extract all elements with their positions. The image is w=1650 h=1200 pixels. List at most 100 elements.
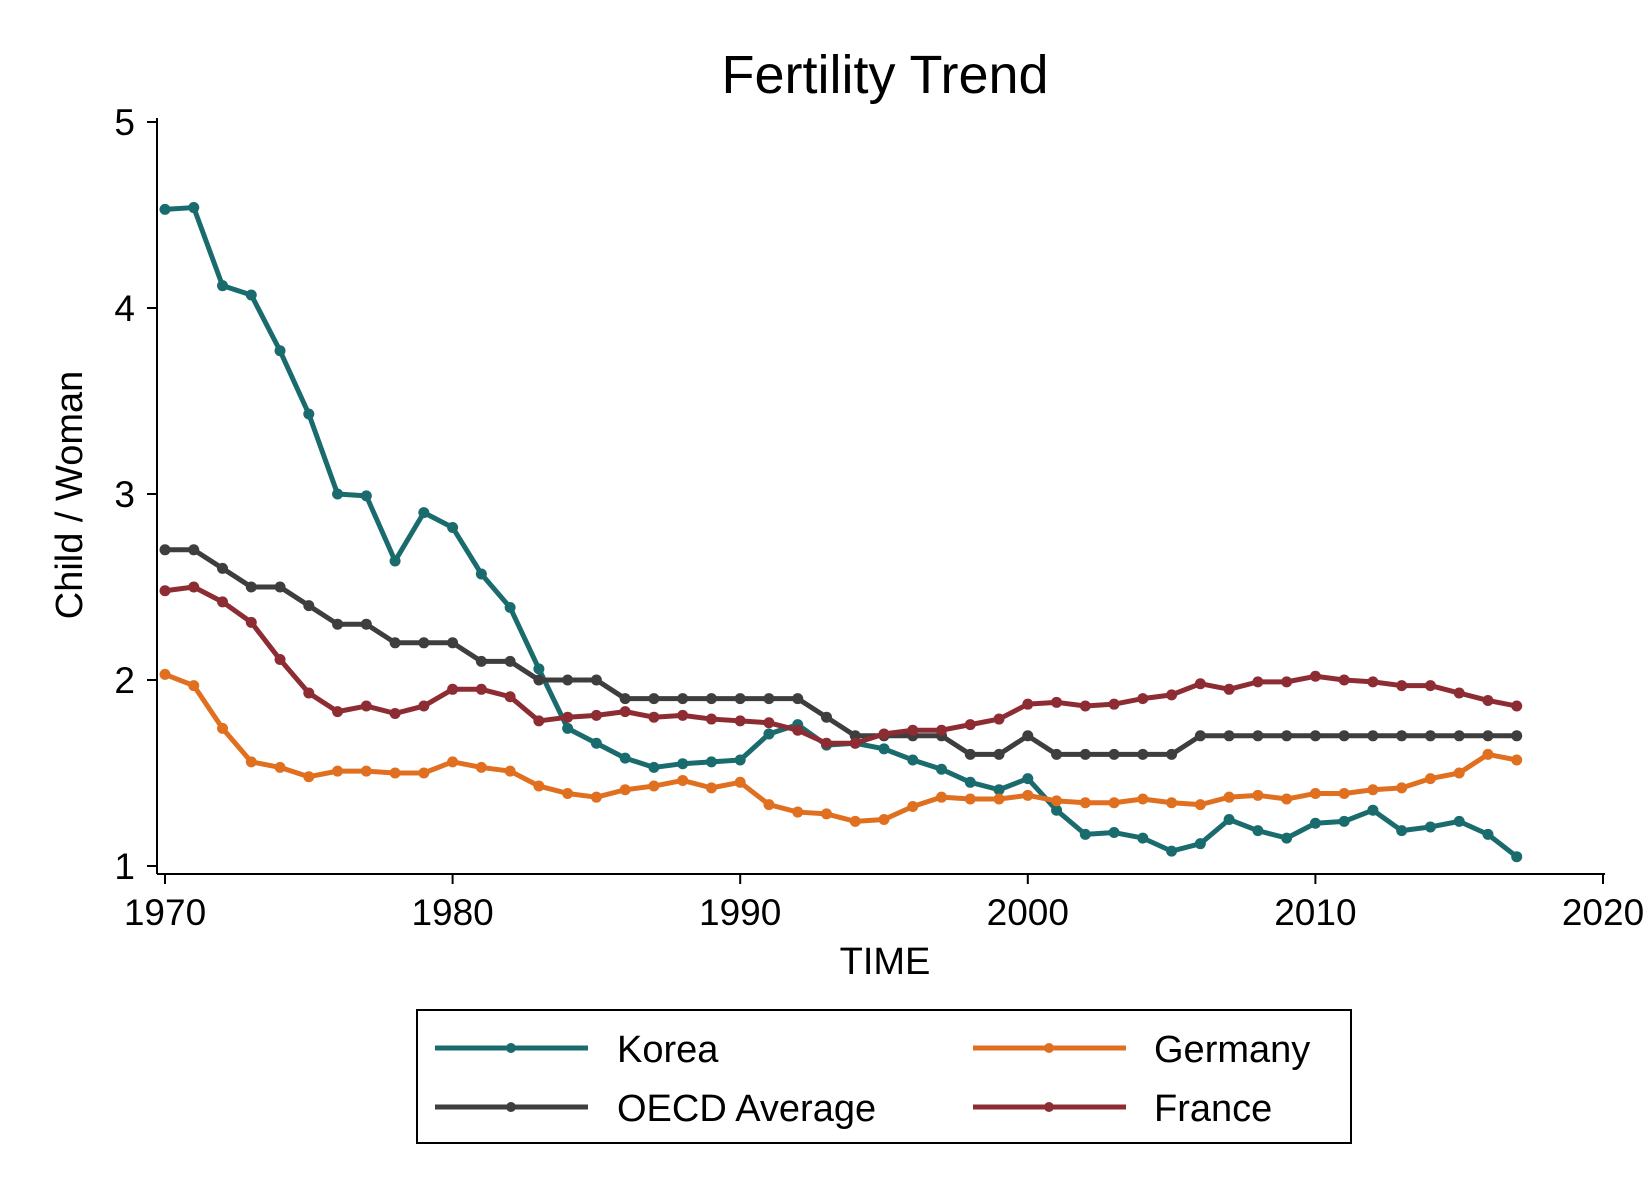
data-point-oecd-average [274,581,286,593]
data-point-oecd-average [1051,748,1063,760]
data-point-germany [792,806,804,818]
legend-label-germany: Germany [1154,1029,1310,1071]
data-point-korea [1223,814,1235,825]
data-point-germany [677,774,689,786]
data-point-france [1281,676,1293,688]
data-point-germany [447,756,459,768]
data-point-korea [1194,838,1206,850]
data-point-oecd-average [1281,730,1293,742]
legend-marker-germany [1044,1043,1054,1053]
data-point-germany [1223,791,1235,803]
data-point-oecd-average [389,637,401,649]
data-point-france [418,700,430,712]
y-tick-label: 5 [114,102,135,143]
data-point-germany [1194,799,1206,811]
data-point-france [447,683,459,695]
series-korea [159,202,1523,863]
chart-title: Fertility Trend [721,45,1048,105]
data-point-france [332,706,344,718]
data-point-oecd-average [1108,748,1120,760]
data-point-france [1453,687,1465,699]
data-point-germany [217,722,229,734]
data-point-korea [648,761,660,773]
data-point-france [590,709,602,721]
data-point-korea [1511,851,1523,863]
legend-marker-france [1044,1102,1054,1112]
data-point-korea [907,754,919,766]
x-tick-label: 2000 [987,892,1069,933]
data-point-germany [648,780,660,792]
data-point-oecd-average [993,748,1005,760]
plot-area: 1 2 3 4 5 1970 1980 1990 2000 2010 2020 [114,102,1644,933]
data-point-korea [619,752,631,764]
data-point-korea [1051,804,1063,816]
data-point-korea [332,488,344,500]
y-axis-title: Child / Woman [49,371,91,620]
data-point-korea [1367,804,1379,816]
data-point-france [677,709,689,721]
data-point-korea [217,280,229,292]
data-point-germany [1166,797,1178,809]
x-axis-title: TIME [840,941,931,983]
x-axis-ticks: 1970 1980 1990 2000 2010 2020 [124,874,1644,933]
data-point-korea [1338,815,1350,827]
y-tick-label: 4 [114,288,135,329]
data-point-korea [188,202,200,214]
data-point-korea [1166,845,1178,857]
data-point-korea [1108,827,1120,839]
data-point-oecd-average [1022,730,1034,742]
legend: Korea Germany OECD Average France [416,1009,1352,1144]
data-point-germany [734,776,746,788]
data-point-france [936,724,948,736]
data-point-france [1137,693,1149,705]
data-point-germany [1309,787,1321,799]
data-point-oecd-average [418,637,430,649]
data-point-france [245,616,257,628]
data-point-korea [1424,821,1436,833]
data-point-korea [878,743,890,755]
data-point-france [562,711,574,723]
data-point-germany [993,793,1005,805]
data-point-germany [303,771,315,783]
data-point-korea [964,776,976,788]
legend-label-oecd-average: OECD Average [617,1088,876,1130]
data-point-korea [533,663,545,675]
data-point-germany [475,761,487,773]
data-point-oecd-average [303,600,315,612]
data-point-oecd-average [792,693,804,705]
data-point-korea [475,568,487,580]
data-point-france [1108,698,1120,710]
data-point-germany [1511,754,1523,766]
x-tick-label: 1980 [411,892,493,933]
data-point-germany [763,799,775,811]
data-point-oecd-average [1482,730,1494,742]
data-point-oecd-average [447,637,459,649]
data-point-france [217,596,229,608]
data-point-oecd-average [964,748,976,760]
data-point-korea [159,203,171,215]
data-point-korea [1281,832,1293,844]
data-point-oecd-average [820,711,832,723]
x-tick-label: 2020 [1562,892,1644,933]
data-point-oecd-average [332,618,344,630]
data-point-france [878,728,890,740]
data-point-france [188,581,200,593]
data-point-korea [245,289,257,301]
data-point-germany [964,793,976,805]
data-point-germany [159,668,171,680]
data-point-germany [936,791,948,803]
data-point-france [303,687,315,699]
legend-box [416,1009,1352,1144]
legend-item-france: France [973,1088,1272,1130]
data-point-oecd-average [1453,730,1465,742]
data-point-france [274,654,286,666]
data-point-korea [1309,817,1321,829]
legend-label-korea: Korea [617,1029,719,1071]
data-point-oecd-average [533,674,545,686]
data-point-germany [1281,793,1293,805]
data-point-germany [389,767,401,779]
data-point-germany [562,787,574,799]
data-point-korea [1137,832,1149,844]
y-tick-label: 2 [114,660,135,701]
y-tick-label: 1 [114,846,135,887]
